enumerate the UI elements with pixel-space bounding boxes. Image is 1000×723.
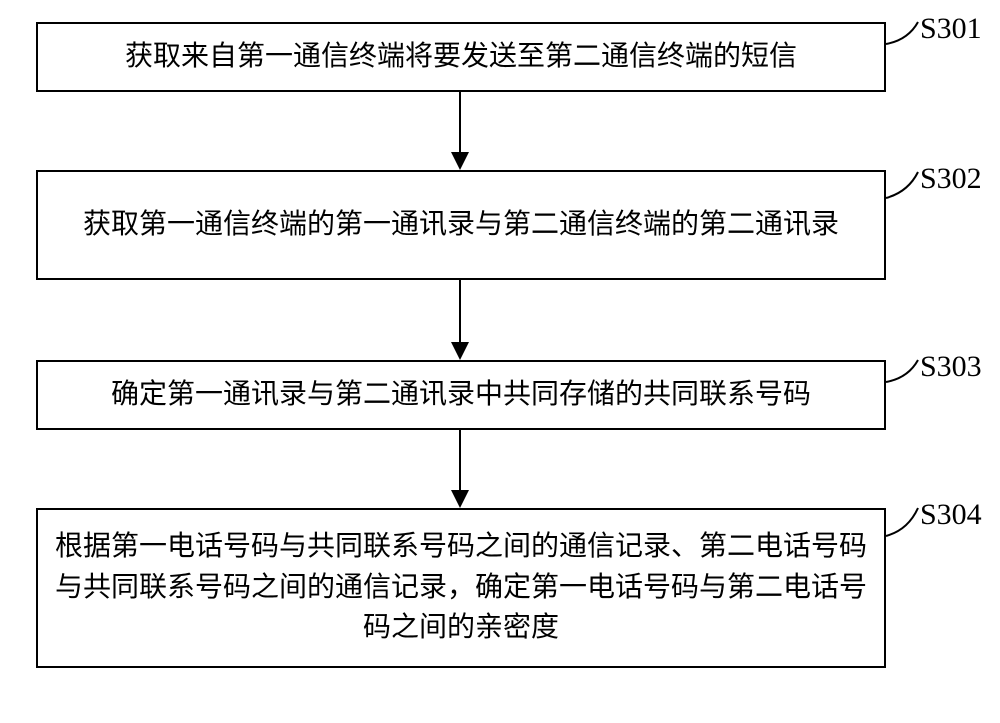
flow-step-s301: 获取来自第一通信终端将要发送至第二通信终端的短信 xyxy=(36,22,886,92)
flow-connector-s302 xyxy=(882,168,922,202)
flow-step-text: 获取第一通信终端的第一通讯录与第二通信终端的第二通讯录 xyxy=(83,205,839,246)
flow-step-label-s301: S301 xyxy=(920,12,982,46)
flow-step-s304: 根据第一电话号码与共同联系号码之间的通信记录、第二电话号码与共同联系号码之间的通… xyxy=(36,508,886,668)
flow-step-text: 确定第一通讯录与第二通讯录中共同存储的共同联系号码 xyxy=(111,375,811,416)
flow-step-s302: 获取第一通信终端的第一通讯录与第二通信终端的第二通讯录 xyxy=(36,170,886,280)
flow-step-label-s303: S303 xyxy=(920,350,982,384)
flow-connector-s303 xyxy=(882,356,922,386)
flow-connector-s301 xyxy=(882,18,922,48)
flow-step-s303: 确定第一通讯录与第二通讯录中共同存储的共同联系号码 xyxy=(36,360,886,430)
flow-step-text: 根据第一电话号码与共同联系号码之间的通信记录、第二电话号码与共同联系号码之间的通… xyxy=(52,527,870,649)
flow-connector-s304 xyxy=(882,504,922,540)
flow-step-label-s304: S304 xyxy=(920,498,982,532)
flow-step-label-s302: S302 xyxy=(920,162,982,196)
flow-step-text: 获取来自第一通信终端将要发送至第二通信终端的短信 xyxy=(125,37,797,78)
